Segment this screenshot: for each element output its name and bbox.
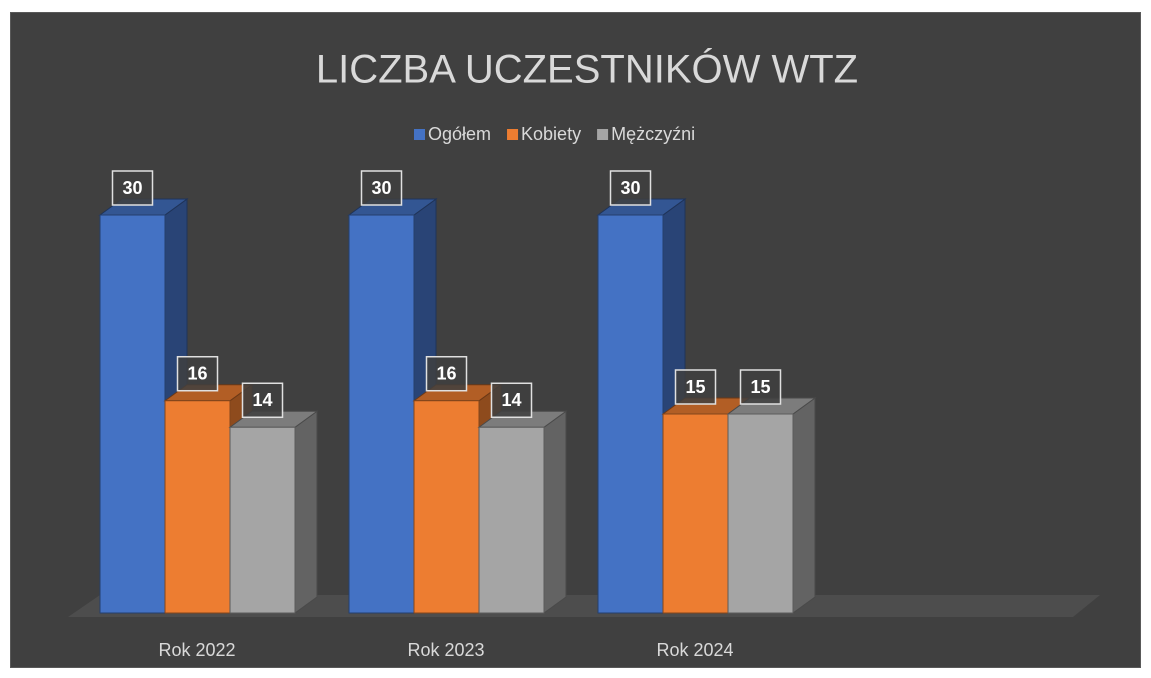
- data-label: 14: [501, 390, 521, 410]
- bar: [229, 426, 296, 614]
- chart-title: LICZBA UCZESTNIKÓW WTZ: [316, 47, 858, 92]
- legend-swatch: [414, 129, 425, 140]
- bar: [413, 400, 480, 614]
- bar-side: [294, 410, 318, 614]
- legend-swatch: [597, 129, 609, 140]
- data-label-box: [674, 369, 717, 405]
- legend-label: Ogółem: [428, 124, 491, 144]
- bar: [662, 413, 729, 614]
- bar-side: [543, 410, 567, 614]
- data-label-box: [111, 170, 154, 206]
- bar-side: [792, 397, 816, 614]
- x-tick-label: Rok 2024: [656, 640, 733, 660]
- legend: Ogółem Kobiety Mężczyźni: [414, 124, 695, 144]
- bar: [727, 413, 794, 614]
- data-label: 30: [620, 178, 640, 198]
- data-label-box: [739, 369, 782, 405]
- bar: [597, 214, 664, 614]
- x-tick-label: Rok 2022: [158, 640, 235, 660]
- legend-swatch: [507, 129, 519, 140]
- data-label: 16: [187, 363, 207, 383]
- data-label: 14: [252, 390, 272, 410]
- data-label-box: [609, 170, 652, 206]
- bar: [348, 214, 415, 614]
- data-label: 16: [436, 363, 456, 383]
- bar: [164, 400, 231, 614]
- data-label: 15: [685, 377, 705, 397]
- data-label-box: [360, 170, 403, 206]
- data-label-box: [176, 355, 219, 392]
- data-label: 30: [122, 178, 142, 198]
- bar: [478, 426, 545, 614]
- legend-label: Kobiety: [521, 124, 581, 144]
- data-label-box: [241, 382, 284, 419]
- floor: [68, 595, 1100, 617]
- data-label: 30: [371, 178, 391, 198]
- data-label: 15: [750, 377, 770, 397]
- bar: [99, 214, 166, 614]
- data-label-box: [490, 382, 533, 419]
- data-label-box: [425, 355, 468, 392]
- legend-label: Mężczyźni: [611, 124, 695, 144]
- x-tick-label: Rok 2023: [407, 640, 484, 660]
